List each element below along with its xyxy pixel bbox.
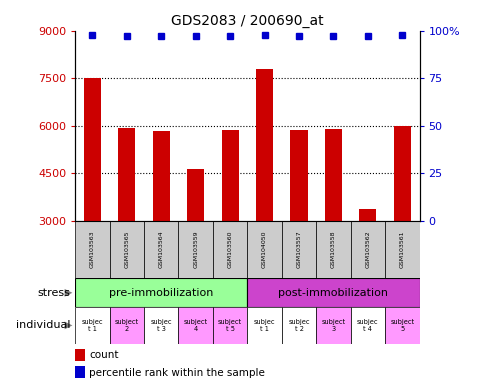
Text: GSM103557: GSM103557 bbox=[296, 231, 301, 268]
Text: GSM103560: GSM103560 bbox=[227, 231, 232, 268]
Bar bbox=[316, 221, 350, 278]
Bar bbox=[256, 70, 272, 221]
Text: individual: individual bbox=[16, 320, 70, 331]
Text: GSM103563: GSM103563 bbox=[90, 231, 95, 268]
Bar bbox=[350, 307, 384, 344]
Bar bbox=[221, 129, 238, 221]
Bar bbox=[359, 209, 376, 221]
Bar bbox=[178, 307, 212, 344]
Text: subject
t 5: subject t 5 bbox=[218, 319, 242, 332]
Text: subjec
t 3: subjec t 3 bbox=[150, 319, 172, 332]
Bar bbox=[384, 307, 419, 344]
Text: GSM103562: GSM103562 bbox=[364, 231, 370, 268]
Text: subject
3: subject 3 bbox=[321, 319, 345, 332]
Text: GSM103561: GSM103561 bbox=[399, 231, 404, 268]
Bar bbox=[324, 129, 341, 221]
Bar bbox=[118, 128, 135, 221]
Bar bbox=[187, 169, 204, 221]
Bar bbox=[144, 307, 178, 344]
Text: post-immobilization: post-immobilization bbox=[278, 288, 388, 298]
Text: subject
2: subject 2 bbox=[115, 319, 138, 332]
Text: subjec
t 4: subjec t 4 bbox=[356, 319, 378, 332]
Bar bbox=[281, 221, 316, 278]
Bar bbox=[290, 130, 307, 221]
Bar bbox=[178, 221, 212, 278]
Bar bbox=[109, 221, 144, 278]
Text: GSM104050: GSM104050 bbox=[261, 231, 267, 268]
Title: GDS2083 / 200690_at: GDS2083 / 200690_at bbox=[171, 14, 323, 28]
Text: GSM103565: GSM103565 bbox=[124, 231, 129, 268]
Bar bbox=[84, 78, 101, 221]
Text: GSM103564: GSM103564 bbox=[158, 231, 164, 268]
Text: count: count bbox=[89, 350, 118, 360]
Text: GSM103558: GSM103558 bbox=[330, 231, 335, 268]
Text: subject
4: subject 4 bbox=[183, 319, 207, 332]
Text: stress: stress bbox=[37, 288, 70, 298]
Bar bbox=[247, 221, 281, 278]
Bar bbox=[350, 221, 384, 278]
Bar bbox=[212, 221, 247, 278]
Bar bbox=[152, 131, 169, 221]
Text: GSM103559: GSM103559 bbox=[193, 231, 198, 268]
Bar bbox=[109, 307, 144, 344]
Bar bbox=[75, 366, 85, 379]
Bar bbox=[75, 221, 109, 278]
Bar bbox=[281, 307, 316, 344]
Text: percentile rank within the sample: percentile rank within the sample bbox=[89, 367, 264, 377]
Bar bbox=[316, 307, 350, 344]
Text: pre-immobilization: pre-immobilization bbox=[109, 288, 213, 298]
Bar bbox=[212, 307, 247, 344]
Text: subjec
t 1: subjec t 1 bbox=[253, 319, 275, 332]
Text: subject
5: subject 5 bbox=[390, 319, 413, 332]
Bar bbox=[393, 126, 410, 221]
Bar bbox=[75, 307, 109, 344]
Bar bbox=[247, 307, 281, 344]
Bar bbox=[247, 278, 419, 307]
Bar bbox=[75, 349, 85, 361]
Text: subjec
t 1: subjec t 1 bbox=[81, 319, 103, 332]
Bar bbox=[75, 278, 247, 307]
Bar bbox=[144, 221, 178, 278]
Text: subjec
t 2: subjec t 2 bbox=[287, 319, 309, 332]
Bar bbox=[384, 221, 419, 278]
